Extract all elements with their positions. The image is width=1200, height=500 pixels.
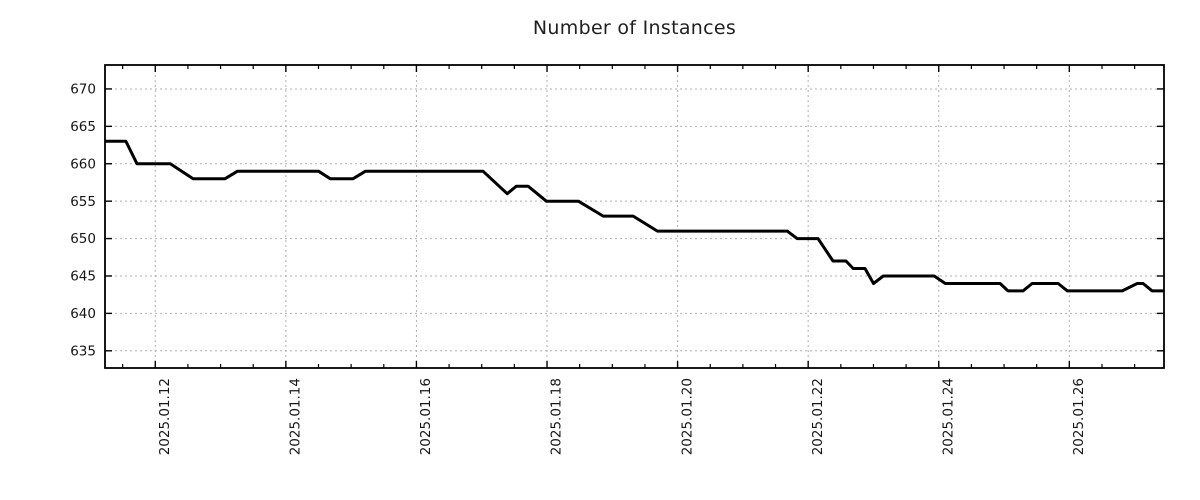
x-tick-label: 2025.01.26 bbox=[1071, 378, 1087, 455]
x-tick-label: 2025.01.12 bbox=[157, 378, 173, 455]
chart-title: Number of Instances bbox=[532, 17, 737, 39]
y-tick-label: 665 bbox=[70, 119, 96, 135]
y-tick-label: 650 bbox=[70, 231, 96, 247]
x-tick-label: 2025.01.22 bbox=[810, 378, 826, 455]
y-tick-label: 655 bbox=[70, 194, 96, 210]
y-tick-label: 635 bbox=[70, 343, 96, 359]
x-tick-label: 2025.01.16 bbox=[418, 378, 434, 455]
x-tick-label: 2025.01.14 bbox=[288, 378, 304, 455]
y-tick-label: 670 bbox=[70, 82, 96, 98]
series-line-instances bbox=[105, 139, 1164, 293]
y-tick-label: 660 bbox=[70, 156, 96, 172]
y-tick-label: 645 bbox=[70, 269, 96, 285]
plot-frame bbox=[104, 64, 1165, 369]
x-tick-label: 2025.01.24 bbox=[940, 378, 956, 455]
x-tick-label: 2025.01.18 bbox=[549, 378, 565, 455]
y-tick-label: 640 bbox=[70, 306, 96, 322]
x-tick-label: 2025.01.20 bbox=[679, 378, 695, 455]
